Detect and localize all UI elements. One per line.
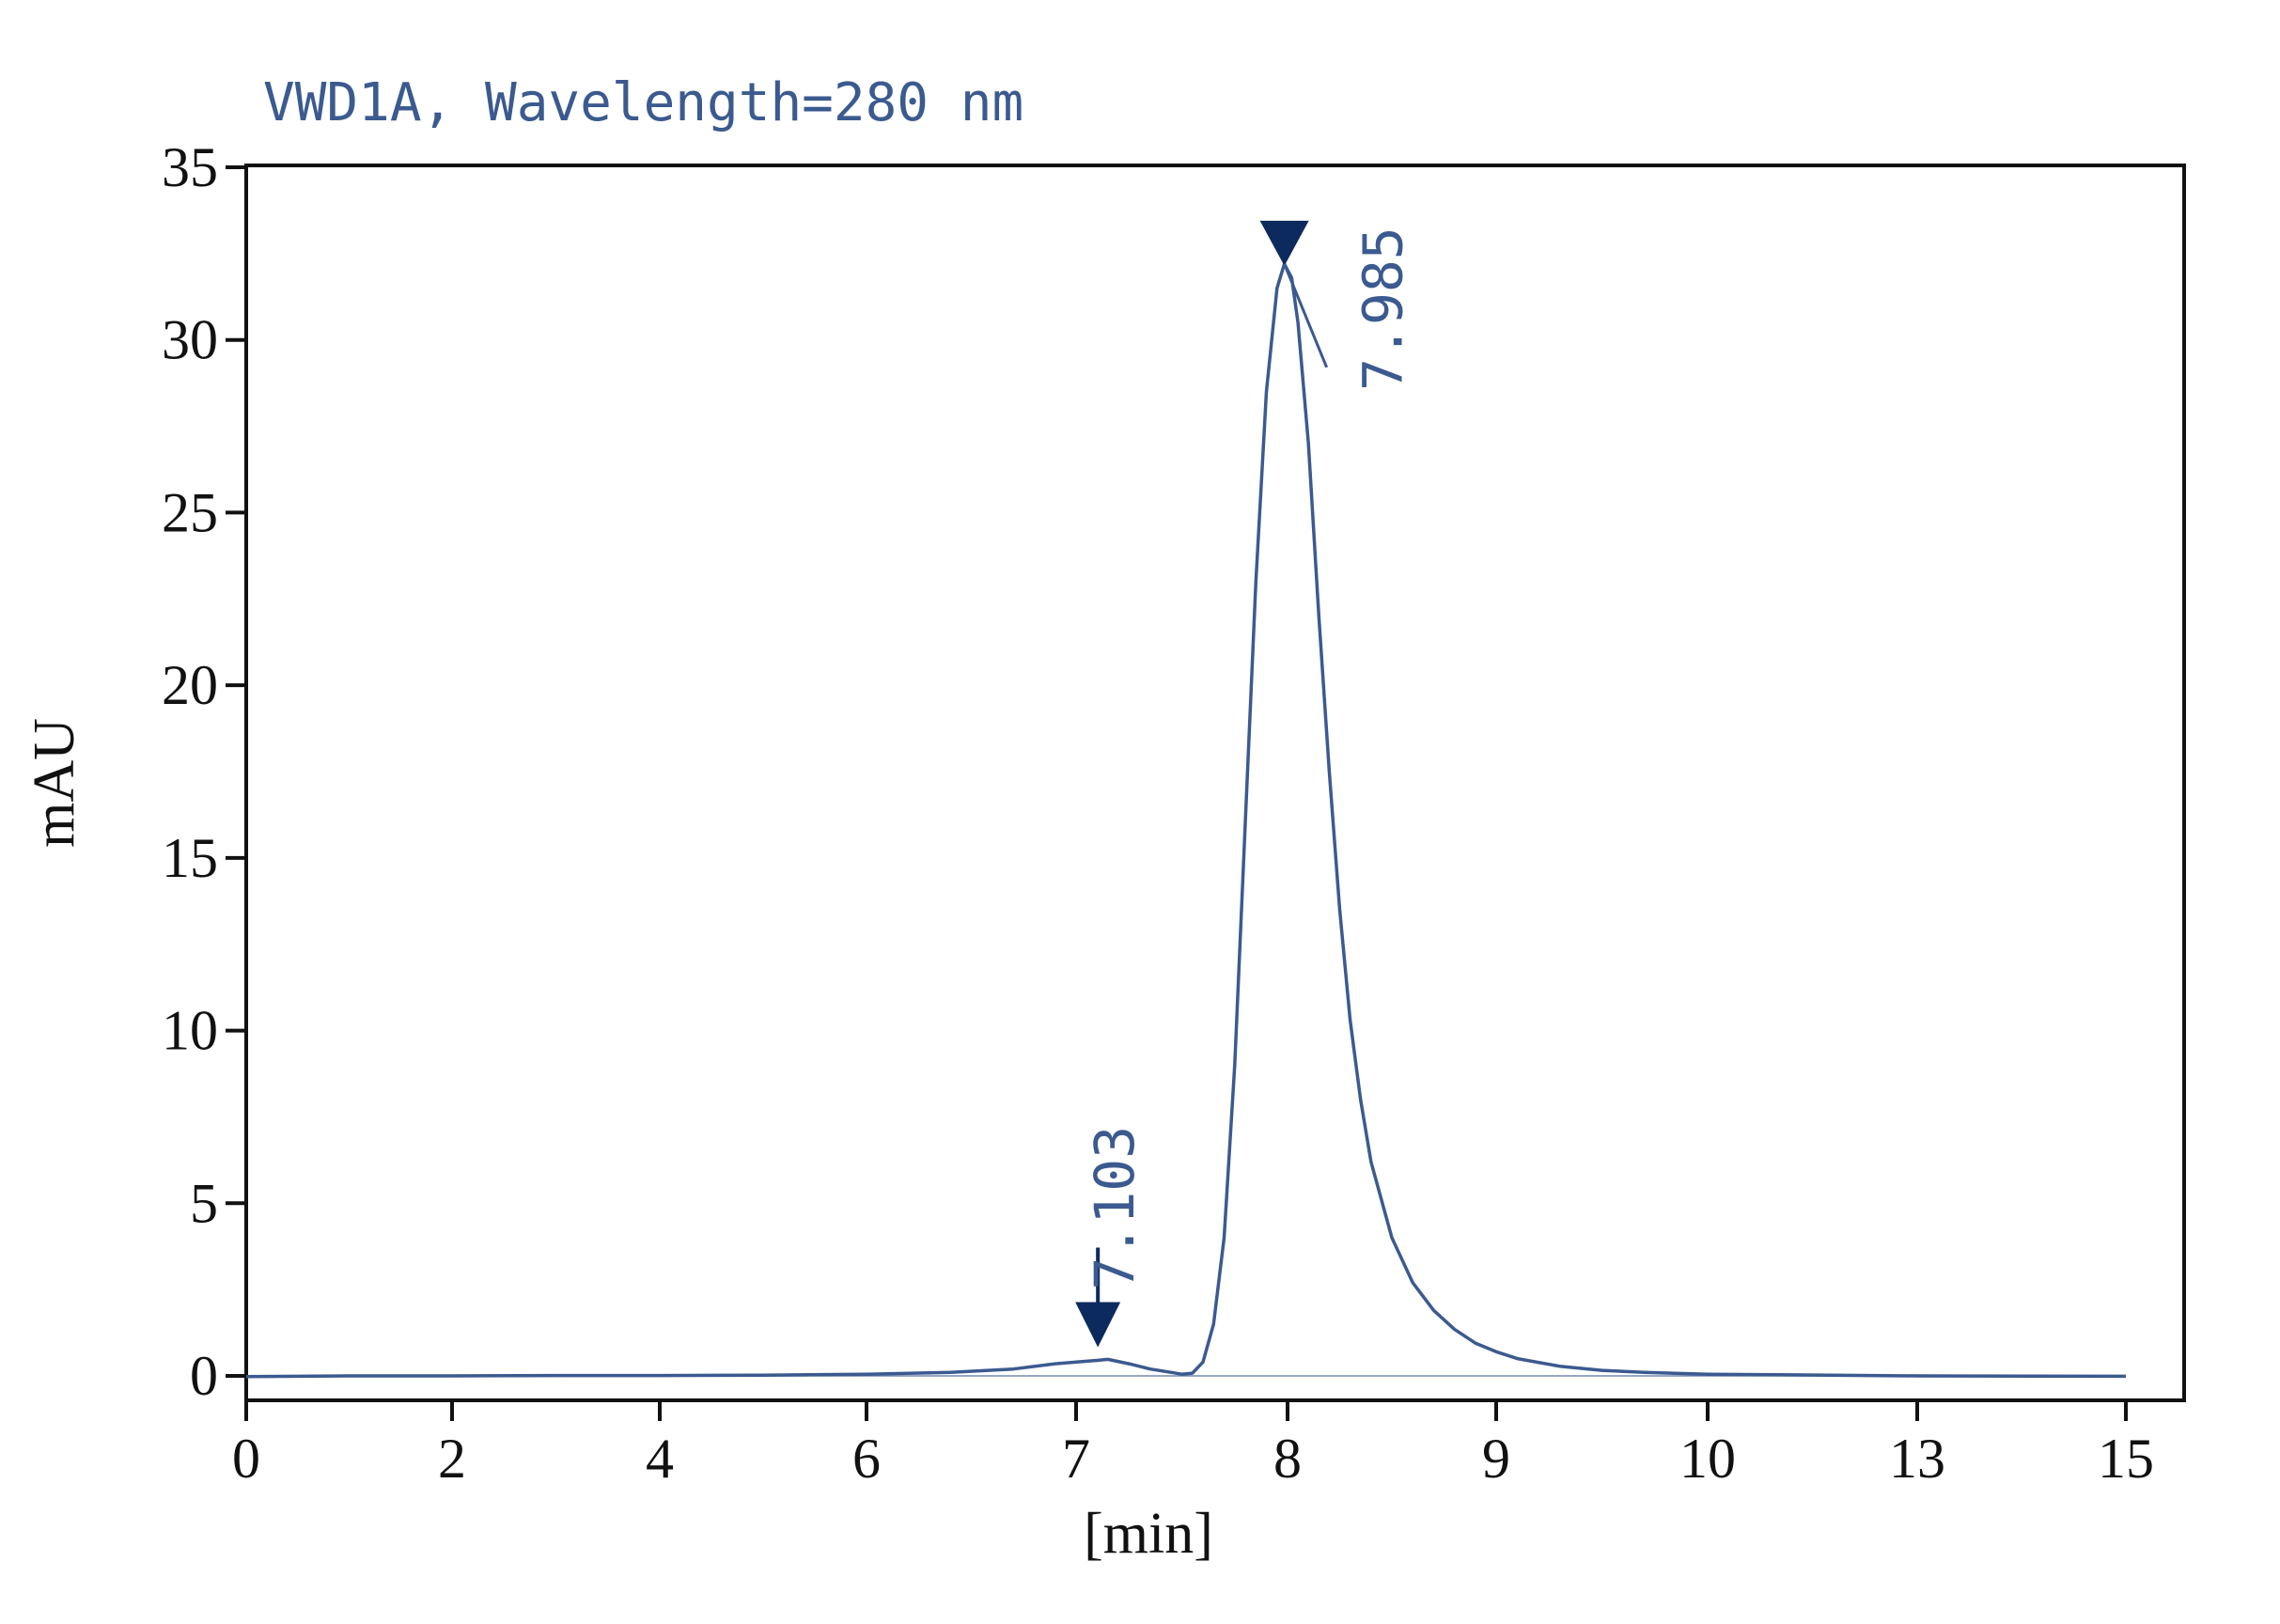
peak-annotations: 7.103 7.985 xyxy=(1075,220,1415,1348)
x-tick-label: 9 xyxy=(1482,1428,1510,1490)
x-axis: 0 2 4 6 7 8 9 10 13 15 xyxy=(232,1400,2154,1490)
peak-marker-tail xyxy=(1283,263,1329,368)
x-tick-label: 4 xyxy=(646,1428,674,1490)
x-tick-label: 13 xyxy=(1889,1428,1945,1490)
peak-1: 7.103 xyxy=(1075,1126,1147,1348)
x-tick-label: 0 xyxy=(232,1428,260,1490)
chart-title: VWD1A, Wavelength=280 nm xyxy=(263,72,1023,133)
peak-label: 7.985 xyxy=(1351,226,1415,391)
y-tick-label: 30 xyxy=(162,309,218,371)
y-tick-label: 25 xyxy=(162,481,218,543)
x-tick-label: 6 xyxy=(852,1428,881,1490)
y-tick-label: 0 xyxy=(190,1345,218,1407)
y-tick-label: 5 xyxy=(190,1172,218,1234)
y-axis-label: mAU xyxy=(23,718,86,848)
y-axis: 0 5 10 15 20 25 30 35 xyxy=(162,136,246,1407)
y-tick-label: 10 xyxy=(162,1000,218,1062)
trace-layer xyxy=(245,262,2127,1379)
peak-label: 7.103 xyxy=(1083,1126,1147,1290)
x-tick-label: 7 xyxy=(1062,1428,1090,1490)
y-tick-label: 35 xyxy=(162,136,218,198)
chromatogram-trace xyxy=(245,262,2127,1379)
x-tick-label: 2 xyxy=(438,1428,466,1490)
x-tick-label: 15 xyxy=(2098,1428,2154,1490)
peak-marker-arrow xyxy=(1075,1302,1121,1348)
x-axis-label: [min] xyxy=(1084,1502,1213,1566)
x-tick-label: 10 xyxy=(1679,1428,1736,1490)
x-tick-label: 8 xyxy=(1273,1428,1302,1490)
y-tick-label: 15 xyxy=(162,827,218,889)
y-tick-label: 20 xyxy=(162,654,218,716)
peak-2: 7.985 xyxy=(1259,220,1415,391)
plot-frame xyxy=(244,164,2186,1402)
peak-marker-arrow xyxy=(1259,220,1309,266)
